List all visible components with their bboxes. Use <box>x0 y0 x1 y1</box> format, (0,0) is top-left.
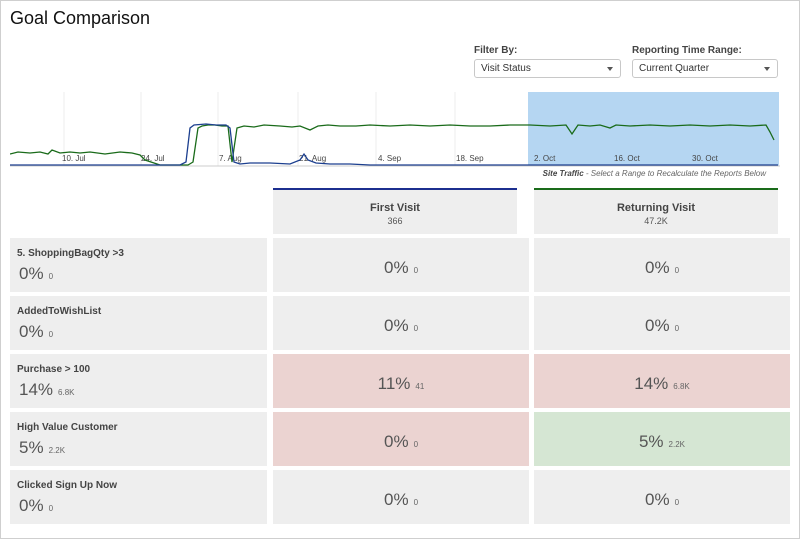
cell-percent: 0% <box>383 432 409 451</box>
goal-count: 6.8K <box>58 388 75 397</box>
cell-count: 2.2K <box>668 440 686 449</box>
column-header-returning-visit: Returning Visit 47.2K <box>534 188 778 234</box>
column-count: 47.2K <box>644 216 668 226</box>
cell-percent: 5% <box>638 432 664 451</box>
goal-cell-returning-visit[interactable]: 0% 0 <box>534 238 790 292</box>
cell-count: 6.8K <box>673 382 690 391</box>
cell-percent: 0% <box>383 258 409 277</box>
tick-label: 4. Sep <box>378 154 402 163</box>
cell-percent: 0% <box>383 490 409 509</box>
goal-cell-first-visit[interactable]: 0% 0 <box>273 412 529 466</box>
goal-cell-first-visit[interactable]: 0% 0 <box>273 296 529 350</box>
goal-name: High Value Customer <box>17 422 118 433</box>
goal-cell-returning-visit[interactable]: 14% 6.8K <box>534 354 790 408</box>
cell-count: 0 <box>413 266 419 275</box>
chevron-down-icon <box>607 67 613 71</box>
goal-count: 0 <box>48 504 54 513</box>
column-name: First Visit <box>370 202 420 214</box>
filter-by-select[interactable]: Visit Status <box>474 59 621 78</box>
cell-percent: 0% <box>644 316 670 335</box>
goal-percent: 14% <box>19 380 54 399</box>
cell-count: 0 <box>674 266 680 275</box>
column-name: Returning Visit <box>616 202 696 214</box>
goal-cell-first-visit[interactable]: 0% 0 <box>273 470 529 524</box>
page-title: Goal Comparison <box>10 8 151 28</box>
cell-percent: 14% <box>634 374 669 393</box>
time-range-value: Current Quarter <box>639 63 710 74</box>
goal-cell-returning-visit[interactable]: 5% 2.2K <box>534 412 790 466</box>
goal-row-label: AddedToWishList 0% 0 <box>10 296 267 350</box>
tick-label: 10. Jul <box>62 154 86 163</box>
cell-count: 41 <box>415 382 425 391</box>
goal-name: Purchase > 100 <box>17 364 91 375</box>
timeline-caption-text: - Select a Range to Recalculate the Repo… <box>583 169 766 178</box>
goal-percent: 0% <box>19 322 44 341</box>
cell-percent: 0% <box>644 258 670 277</box>
chevron-down-icon <box>764 67 770 71</box>
cell-percent: 0% <box>644 490 670 509</box>
goal-cell-returning-visit[interactable]: 0% 0 <box>534 470 790 524</box>
goal-name: 5. ShoppingBagQty >3 <box>17 248 124 259</box>
cell-count: 0 <box>413 324 419 333</box>
filter-by-value: Visit Status <box>481 63 531 74</box>
timeline-caption-title: Site Traffic <box>542 169 584 178</box>
goal-row-label: Purchase > 100 14% 6.8K <box>10 354 267 408</box>
goal-percent: 5% <box>19 438 44 457</box>
filter-by-label: Filter By: <box>474 45 518 56</box>
first-visit-line <box>10 123 778 166</box>
site-traffic-timeline[interactable]: 10. Jul 24. Jul 7. Aug 21. Aug 4. Sep 18… <box>10 92 780 168</box>
goal-name: AddedToWishList <box>17 306 102 317</box>
timeline-caption: Site Traffic - Select a Range to Recalcu… <box>0 169 766 178</box>
time-range-label: Reporting Time Range: <box>632 45 742 56</box>
column-count: 366 <box>387 216 403 226</box>
time-range-select[interactable]: Current Quarter <box>632 59 778 78</box>
goal-count: 2.2K <box>48 446 66 455</box>
cell-percent: 0% <box>383 316 409 335</box>
tick-label: 21. Aug <box>299 154 326 163</box>
returning-visit-line <box>10 124 775 166</box>
tick-label: 24. Jul <box>141 154 165 163</box>
goal-percent: 0% <box>19 496 44 515</box>
tick-labels: 10. Jul 24. Jul 7. Aug 21. Aug 4. Sep 18… <box>62 154 719 163</box>
goal-row-label: Clicked Sign Up Now 0% 0 <box>10 470 267 524</box>
cell-count: 0 <box>674 324 680 333</box>
goal-cell-first-visit[interactable]: 11% 41 <box>273 354 529 408</box>
column-header-first-visit: First Visit 366 <box>273 188 517 234</box>
tick-label: 16. Oct <box>614 154 641 163</box>
cell-count: 0 <box>674 498 680 507</box>
tick-label: 30. Oct <box>692 154 719 163</box>
goal-count: 0 <box>48 272 54 281</box>
goal-cell-returning-visit[interactable]: 0% 0 <box>534 296 790 350</box>
goal-row-label: High Value Customer 5% 2.2K <box>10 412 267 466</box>
goal-name: Clicked Sign Up Now <box>17 480 118 491</box>
goal-percent: 0% <box>19 264 44 283</box>
cell-percent: 11% <box>377 374 411 393</box>
goal-cell-first-visit[interactable]: 0% 0 <box>273 238 529 292</box>
tick-label: 2. Oct <box>534 154 556 163</box>
tick-label: 7. Aug <box>219 154 242 163</box>
cell-count: 0 <box>413 498 419 507</box>
goal-count: 0 <box>48 330 54 339</box>
tick-label: 18. Sep <box>456 154 484 163</box>
cell-count: 0 <box>413 440 419 449</box>
goal-row-label: 5. ShoppingBagQty >3 0% 0 <box>10 238 267 292</box>
timeline-selection-range[interactable] <box>528 92 779 166</box>
